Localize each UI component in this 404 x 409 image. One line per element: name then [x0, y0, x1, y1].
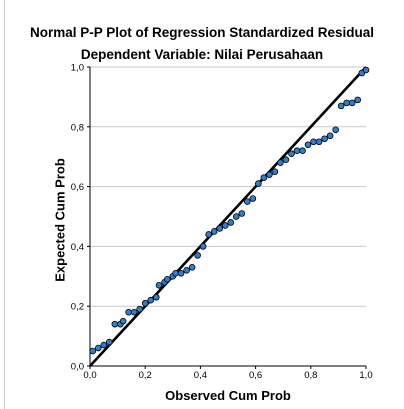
data-point — [100, 341, 108, 349]
data-point — [152, 293, 160, 301]
data-point — [194, 252, 201, 259]
data-point — [343, 99, 350, 107]
data-point — [310, 138, 317, 146]
x-tick-label: 0,4 — [194, 370, 207, 381]
data-point — [293, 147, 301, 155]
data-point — [205, 231, 212, 238]
data-point — [130, 308, 138, 316]
data-point — [326, 132, 334, 140]
data-point — [282, 156, 290, 163]
data-points — [89, 66, 370, 355]
y-tick-label: 0,2 — [71, 302, 84, 313]
chart-title: Normal P-P Plot of Regression Standardiz… — [29, 25, 375, 40]
data-point — [266, 171, 273, 178]
data-point — [321, 135, 328, 143]
y-tick-label: 0,8 — [71, 122, 84, 133]
data-point — [155, 281, 163, 289]
data-point — [315, 138, 323, 146]
diagonal-reference-line — [89, 66, 367, 367]
data-point — [177, 270, 185, 277]
reference-line — [89, 66, 367, 367]
data-point — [210, 228, 218, 235]
x-tick-label: 0,6 — [249, 370, 262, 381]
data-point — [111, 320, 119, 328]
data-point — [238, 210, 246, 217]
data-point — [348, 99, 356, 107]
data-point — [221, 222, 229, 229]
data-point — [255, 180, 262, 187]
data-point — [362, 66, 370, 74]
data-point — [188, 264, 196, 271]
data-point — [271, 168, 279, 175]
data-point — [183, 267, 190, 274]
data-point — [227, 219, 235, 226]
data-point — [354, 96, 362, 104]
data-point — [106, 338, 113, 346]
data-point — [147, 296, 155, 304]
data-point — [125, 308, 132, 316]
chart-subtitle: Dependent Variable: Nilai Perusahaan — [80, 47, 324, 62]
y-tick-label: 0,4 — [71, 242, 84, 253]
data-point — [244, 198, 251, 205]
y-tick-label: 0,6 — [71, 182, 84, 193]
y-tick-label: 0,0 — [71, 362, 84, 373]
axes — [87, 66, 367, 369]
x-tick-label: 0,0 — [83, 370, 96, 381]
data-point — [94, 344, 102, 352]
data-point — [119, 317, 127, 325]
data-point — [141, 299, 149, 307]
data-point — [332, 126, 339, 134]
data-point — [89, 347, 97, 355]
data-point — [299, 147, 306, 155]
data-point — [136, 305, 143, 313]
x-tick-label: 0,2 — [139, 370, 152, 381]
y-tick-label: 1,0 — [71, 63, 84, 74]
tick-labels: 0,0 0,2 0,4 0,6 0,8 1,0 0,0 0,2 0,4 0,6 0,8 1,0 — [71, 63, 373, 382]
x-axis-label: Observed Cum Prob — [165, 388, 291, 403]
data-point — [337, 102, 345, 110]
data-point — [199, 243, 207, 250]
data-point — [249, 195, 257, 202]
chart-frame — [4, 0, 404, 409]
data-point — [216, 225, 224, 232]
x-tick-label: 0,8 — [304, 370, 317, 381]
data-point — [260, 174, 268, 181]
y-axis-label: Expected Cum Prob — [52, 158, 68, 282]
data-point — [304, 141, 312, 149]
data-point — [163, 275, 171, 283]
data-point — [172, 270, 179, 277]
data-point — [288, 150, 295, 158]
grid-lines — [90, 66, 366, 307]
x-tick-label: 1,0 — [359, 370, 372, 381]
data-point — [277, 159, 284, 166]
data-point — [232, 213, 240, 220]
